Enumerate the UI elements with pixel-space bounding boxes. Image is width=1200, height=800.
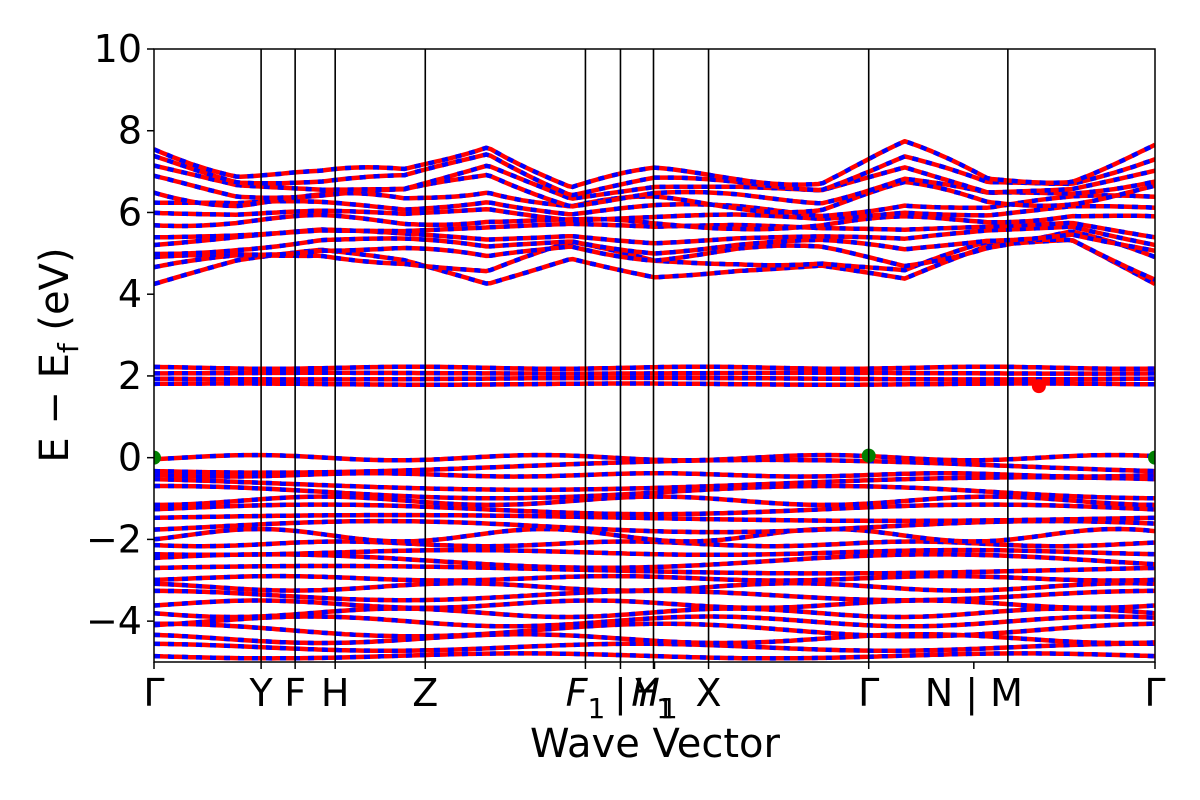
- band-line: [154, 512, 1155, 524]
- band-line: [154, 494, 1155, 508]
- band-line: [154, 483, 1155, 501]
- x-tick-label: X: [696, 671, 722, 715]
- band-line: [154, 381, 1155, 387]
- band-line-overlay: [154, 152, 1155, 198]
- band-marker: [1148, 450, 1155, 465]
- y-tick-label: 0: [118, 436, 142, 480]
- band-line-overlay: [154, 172, 1155, 209]
- band-line: [154, 641, 1155, 653]
- band-line: [154, 193, 1155, 219]
- y-tick-label: 8: [118, 109, 142, 153]
- band-line: [154, 364, 1155, 372]
- y-tick-label: −2: [86, 517, 142, 561]
- y-axis-label-sub: f: [52, 342, 85, 353]
- x-tick-label: Γ: [143, 671, 164, 715]
- y-axis-ticks: −4 −2 0 2 4 6 8 10: [86, 27, 154, 643]
- band-line: [154, 212, 1155, 232]
- band-line: [154, 138, 1155, 190]
- x-tick-label: Γ: [1144, 671, 1165, 715]
- band-line: [154, 563, 1155, 576]
- band-line: [154, 598, 1155, 611]
- band-line: [154, 229, 1155, 269]
- y-tick-label: 2: [118, 354, 142, 398]
- band-markers: [154, 379, 1155, 465]
- band-line-overlay: [154, 138, 1155, 190]
- band-line: [154, 573, 1155, 583]
- band-line: [154, 632, 1155, 646]
- y-tick-label: −4: [86, 599, 142, 643]
- band-line-overlay: [154, 163, 1155, 201]
- x-tick-label: F1: [566, 671, 606, 725]
- band-line: [154, 547, 1155, 558]
- x-tick-label: H1: [631, 671, 677, 725]
- y-axis-label: E − Ef (eV): [32, 247, 85, 462]
- high-symmetry-lines: [260, 49, 1009, 662]
- band-line: [154, 621, 1155, 639]
- band-line: [154, 526, 1155, 544]
- x-tick-label: H: [321, 671, 350, 715]
- x-tick-label: Y1: [633, 671, 674, 725]
- x-tick-label: Γ: [858, 671, 879, 715]
- x-tick-label: |: [614, 671, 627, 716]
- band-line: [154, 502, 1155, 517]
- band-line: [154, 475, 1155, 492]
- x-tick-label: Y: [248, 671, 273, 715]
- band-line: [154, 651, 1155, 661]
- band-line: [154, 606, 1155, 620]
- y-tick-label: 4: [118, 272, 142, 316]
- band-line: [154, 452, 1155, 463]
- band-marker: [1031, 379, 1046, 394]
- band-line: [154, 370, 1155, 376]
- y-tick-label: 10: [94, 27, 142, 71]
- band-line-overlay: [154, 229, 1155, 269]
- band-marker: [154, 450, 161, 465]
- band-line: [154, 375, 1155, 382]
- band-line: [154, 581, 1155, 593]
- x-tick-label: N | M: [925, 671, 1023, 716]
- band-line: [154, 203, 1155, 223]
- band-line: [154, 220, 1155, 240]
- x-axis-label: Wave Vector: [530, 721, 781, 767]
- y-axis-label-main: E − E: [32, 353, 78, 463]
- x-tick-label: F: [284, 671, 306, 715]
- y-axis-label-unit: (eV): [32, 247, 78, 343]
- band-line: [154, 614, 1155, 629]
- band-lines: [154, 138, 1155, 661]
- band-line: [154, 232, 1155, 257]
- y-tick-label: 6: [118, 190, 142, 234]
- x-tick-label: Z: [412, 671, 438, 715]
